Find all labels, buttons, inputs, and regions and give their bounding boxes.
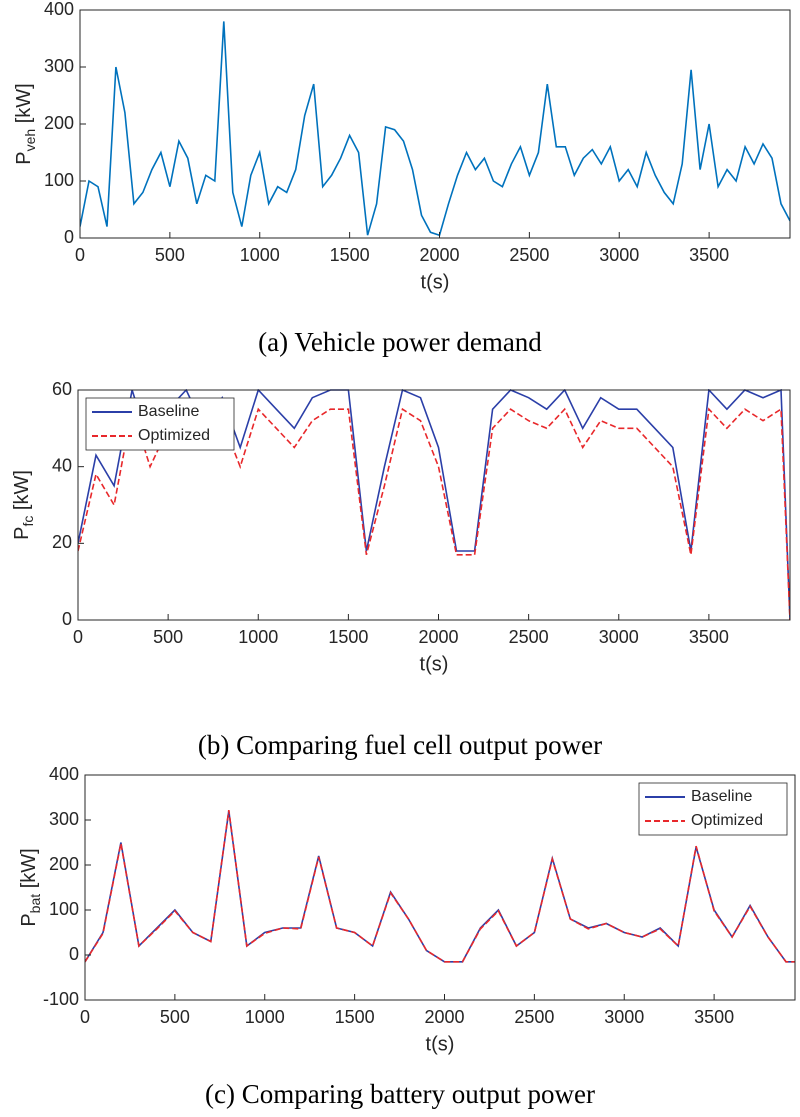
x-tick-label: 500 (153, 627, 183, 647)
y-tick-label: 60 (52, 379, 72, 399)
y-label-unit: [kW] (11, 470, 33, 516)
x-tick-label: 1500 (328, 627, 368, 647)
caption: (a) Vehicle power demand (258, 327, 542, 357)
x-tick-label: 1000 (238, 627, 278, 647)
x-tick-label: 500 (160, 1007, 190, 1027)
y-tick-label: 0 (62, 609, 72, 629)
y-label-main: P (13, 151, 35, 164)
y-tick-label: 400 (44, 0, 74, 19)
series-line (85, 809, 795, 963)
y-label-sub: bat (27, 894, 43, 914)
x-tick-label: 1500 (330, 245, 370, 265)
y-axis-label: Pbat [kW] (18, 848, 42, 926)
x-axis-label: t(s) (420, 653, 449, 675)
series-line (80, 21, 790, 237)
caption: (b) Comparing fuel cell output power (198, 730, 602, 760)
x-tick-label: 3500 (689, 627, 729, 647)
y-label-sub: fc (20, 516, 36, 527)
y-label-unit: [kW] (13, 83, 35, 129)
legend-label: Baseline (691, 788, 752, 805)
x-tick-label: 3500 (689, 245, 729, 265)
y-tick-label: -100 (43, 989, 79, 1009)
y-tick-label: 400 (49, 764, 79, 784)
legend-box (638, 782, 788, 836)
y-tick-label: 300 (44, 56, 74, 76)
x-tick-label: 2000 (419, 245, 459, 265)
x-tick-label: 0 (80, 1007, 90, 1027)
x-tick-label: 500 (155, 245, 185, 265)
x-tick-label: 1500 (335, 1007, 375, 1027)
y-label-sub: veh (22, 129, 38, 152)
y-tick-label: 100 (49, 899, 79, 919)
y-tick-label: 300 (49, 809, 79, 829)
legend-box (85, 397, 235, 451)
y-tick-label: 0 (64, 227, 74, 247)
x-tick-label: 2500 (509, 245, 549, 265)
x-tick-label: 0 (73, 627, 83, 647)
x-tick-label: 2000 (424, 1007, 464, 1027)
x-axis-label: t(s) (421, 271, 450, 293)
y-tick-label: 0 (69, 944, 79, 964)
y-label-main: P (11, 527, 33, 540)
axes-box (77, 389, 791, 621)
legend-label: Baseline (138, 403, 199, 420)
y-tick-label: 100 (44, 170, 74, 190)
legend-label: Optimized (138, 427, 210, 444)
x-tick-label: 3000 (599, 627, 639, 647)
x-tick-label: 3500 (694, 1007, 734, 1027)
y-tick-label: 40 (52, 455, 72, 475)
y-axis-label: Pfc [kW] (11, 470, 35, 540)
x-tick-label: 3000 (604, 1007, 644, 1027)
x-tick-label: 3000 (599, 245, 639, 265)
x-tick-label: 2500 (509, 627, 549, 647)
y-tick-label: 200 (44, 113, 74, 133)
x-tick-label: 2000 (418, 627, 458, 647)
y-tick-label: 20 (52, 532, 72, 552)
plot-area (80, 10, 790, 238)
caption: (c) Comparing battery output power (205, 1079, 595, 1109)
y-label-main: P (18, 913, 40, 926)
y-axis-label: Pveh [kW] (13, 83, 37, 164)
axes-box (84, 774, 796, 1001)
x-tick-label: 2500 (514, 1007, 554, 1027)
y-tick-label: 200 (49, 854, 79, 874)
legend-label: Optimized (691, 812, 763, 829)
x-tick-label: 1000 (245, 1007, 285, 1027)
x-tick-label: 1000 (240, 245, 280, 265)
x-tick-label: 0 (75, 245, 85, 265)
y-label-unit: [kW] (18, 848, 40, 894)
x-axis-label: t(s) (426, 1033, 455, 1055)
